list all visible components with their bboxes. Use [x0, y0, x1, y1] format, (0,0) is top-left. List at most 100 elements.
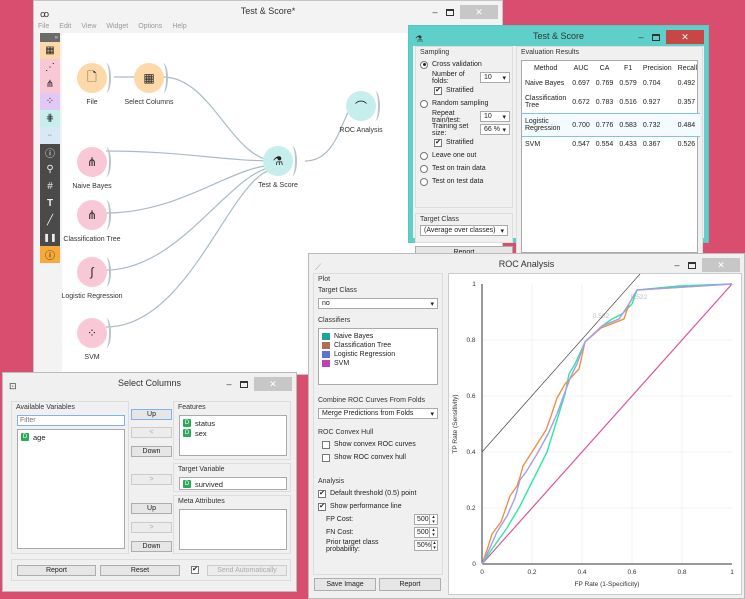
- table-row[interactable]: Classification Tree 0.672 0.783 0.516 0.927 0…: [525, 95, 696, 109]
- minimize-button[interactable]: –: [226, 379, 232, 389]
- move-right-target-button[interactable]: >: [131, 474, 172, 485]
- text-icon[interactable]: T: [40, 195, 60, 212]
- list-item[interactable]: Logistic Regression: [319, 350, 437, 359]
- leave-one-out-radio[interactable]: Leave one out: [420, 149, 512, 162]
- test-train-radio[interactable]: Test on train data: [420, 162, 512, 175]
- toolbox-collapse-button[interactable]: »: [40, 33, 60, 42]
- menu-view[interactable]: View: [81, 23, 97, 30]
- stratified2-checkbox[interactable]: ✔ Stratified: [434, 138, 474, 147]
- classifiers-list[interactable]: Naive Bayes Classification Tree Logistic…: [318, 328, 438, 385]
- down-button-features[interactable]: Down: [131, 446, 172, 457]
- node-test-score[interactable]: ⚗ Test & Score: [238, 146, 318, 189]
- show-performance-line-checkbox[interactable]: ✔ Show performance line: [318, 502, 402, 511]
- send-auto-checkbox[interactable]: ✔: [191, 566, 199, 574]
- prior-probability-spinbox[interactable]: 50% ▴ ▾: [414, 540, 438, 551]
- test-test-radio[interactable]: Test on test data: [420, 175, 512, 188]
- menu-help[interactable]: Help: [172, 23, 187, 30]
- node-file[interactable]: 🗋 File: [52, 63, 132, 106]
- filter-input[interactable]: [17, 415, 125, 426]
- node-select-columns[interactable]: ▦ Select Columns: [109, 63, 189, 106]
- search-icon[interactable]: ⚲: [40, 161, 60, 178]
- close-button[interactable]: ✕: [702, 258, 740, 272]
- default-threshold-checkbox[interactable]: ✔ Default threshold (0.5) point: [318, 489, 417, 498]
- target-class-combo[interactable]: no ▾: [318, 298, 438, 309]
- close-button[interactable]: ✕: [666, 30, 704, 44]
- svg-text:0.6: 0.6: [466, 393, 475, 400]
- fn-cost-spinbox[interactable]: 500 ▴ ▾: [414, 527, 438, 538]
- report-button[interactable]: Report: [17, 565, 96, 576]
- target-class-combo[interactable]: (Average over classes) ▾: [420, 225, 508, 236]
- node-logistic-regression[interactable]: ∫ Logistic Regression: [52, 257, 132, 300]
- list-item[interactable]: Classification Tree: [319, 341, 437, 350]
- train-size-combo[interactable]: 66 % ▾: [480, 124, 510, 135]
- maximize-button[interactable]: [652, 33, 660, 41]
- pause-icon[interactable]: ❚❚: [40, 229, 60, 246]
- repeat-combo[interactable]: 10 ▾: [480, 111, 510, 122]
- random-sampling-radio[interactable]: Random sampling: [420, 97, 512, 110]
- minimize-button[interactable]: –: [432, 7, 438, 17]
- cluster-icon[interactable]: ⁘: [40, 93, 60, 110]
- list-item[interactable]: SVM: [319, 359, 437, 368]
- send-automatically-button[interactable]: Send Automatically: [207, 565, 287, 576]
- list-item[interactable]: Naive Bayes: [319, 332, 437, 341]
- meta-list[interactable]: [179, 509, 287, 550]
- info-icon[interactable]: ⓘ: [40, 144, 60, 161]
- node-naive-bayes[interactable]: ⋔ Naive Bayes: [52, 147, 132, 190]
- menu-file[interactable]: File: [38, 23, 50, 30]
- move-left-button[interactable]: <: [131, 427, 172, 438]
- up-button-features[interactable]: Up: [131, 409, 172, 420]
- menu-options[interactable]: Options: [138, 23, 163, 30]
- report-button[interactable]: Report: [379, 578, 441, 591]
- dots-icon[interactable]: ∙∙: [40, 127, 60, 144]
- node-roc-analysis[interactable]: ⌒ ROC Analysis: [321, 91, 401, 134]
- maximize-button[interactable]: [240, 380, 248, 388]
- tree-icon[interactable]: ⋔: [40, 76, 60, 93]
- maximize-button[interactable]: [446, 8, 454, 16]
- scatter-icon[interactable]: ⋰: [40, 59, 60, 76]
- table-row[interactable]: Naive Bayes 0.697 0.769 0.579 0.704 0.492: [525, 80, 696, 87]
- minimize-button[interactable]: –: [638, 32, 644, 42]
- close-button[interactable]: ✕: [460, 5, 498, 19]
- reset-button[interactable]: Reset: [100, 565, 180, 576]
- data-table-icon[interactable]: ▦: [40, 42, 60, 59]
- help-icon[interactable]: ⓘ: [40, 246, 60, 263]
- fp-cost-spinbox[interactable]: 500 ▴ ▾: [414, 514, 438, 525]
- node-classification-tree[interactable]: ⋔ Classification Tree: [52, 200, 132, 243]
- show-convex-hull-checkbox[interactable]: Show ROC convex hull: [318, 451, 438, 464]
- up-button-meta[interactable]: Up: [131, 503, 172, 514]
- node-svm[interactable]: ⁘ SVM: [52, 318, 132, 361]
- menu-edit[interactable]: Edit: [59, 23, 72, 30]
- minimize-button[interactable]: –: [674, 260, 680, 270]
- down-button-meta[interactable]: Down: [131, 541, 172, 552]
- results-table[interactable]: Method AUC CA F1 Precision Recall Naive Bayes…: [521, 60, 701, 253]
- show-convex-curves-checkbox[interactable]: Show convex ROC curves: [318, 438, 438, 451]
- table-row[interactable]: Logistic Regression 0.700 0.776 0.583 0.732 0…: [522, 113, 701, 137]
- hash-grid-icon[interactable]: ⋕: [40, 110, 60, 127]
- cross-validation-radio[interactable]: Cross validation: [420, 58, 512, 71]
- table-row[interactable]: SVM 0.547 0.554 0.433 0.367 0.526: [525, 141, 696, 148]
- menu-widget[interactable]: Widget: [106, 23, 129, 30]
- discrete-var-icon: D: [183, 429, 191, 437]
- combine-folds-combo[interactable]: Merge Predictions from Folds ▾: [318, 408, 438, 419]
- save-image-button[interactable]: Save Image: [314, 578, 376, 591]
- roc-plot[interactable]: 0 0.2 0.4 0.6 0.8 1 0 0.2 0.4 0.6 0.8 1 FP Rate …: [448, 273, 742, 595]
- close-button[interactable]: ✕: [254, 377, 292, 391]
- sigmoid-icon: ∫: [77, 257, 111, 287]
- naive-bayes-icon: ⋔: [77, 147, 111, 177]
- hash-icon[interactable]: #: [40, 178, 60, 195]
- test-score-titlebar: ⚗ Test & Score – ✕: [409, 26, 708, 46]
- move-right-meta-button[interactable]: >: [131, 522, 172, 533]
- maximize-button[interactable]: [688, 261, 696, 269]
- flask-icon: ⚗: [415, 34, 424, 44]
- roc-curve-icon: ⌒: [346, 91, 380, 121]
- folds-combo[interactable]: 10 ▾: [480, 72, 510, 83]
- pen-icon[interactable]: ╱: [40, 212, 60, 229]
- stratified-checkbox[interactable]: ✔ Stratified: [434, 86, 474, 95]
